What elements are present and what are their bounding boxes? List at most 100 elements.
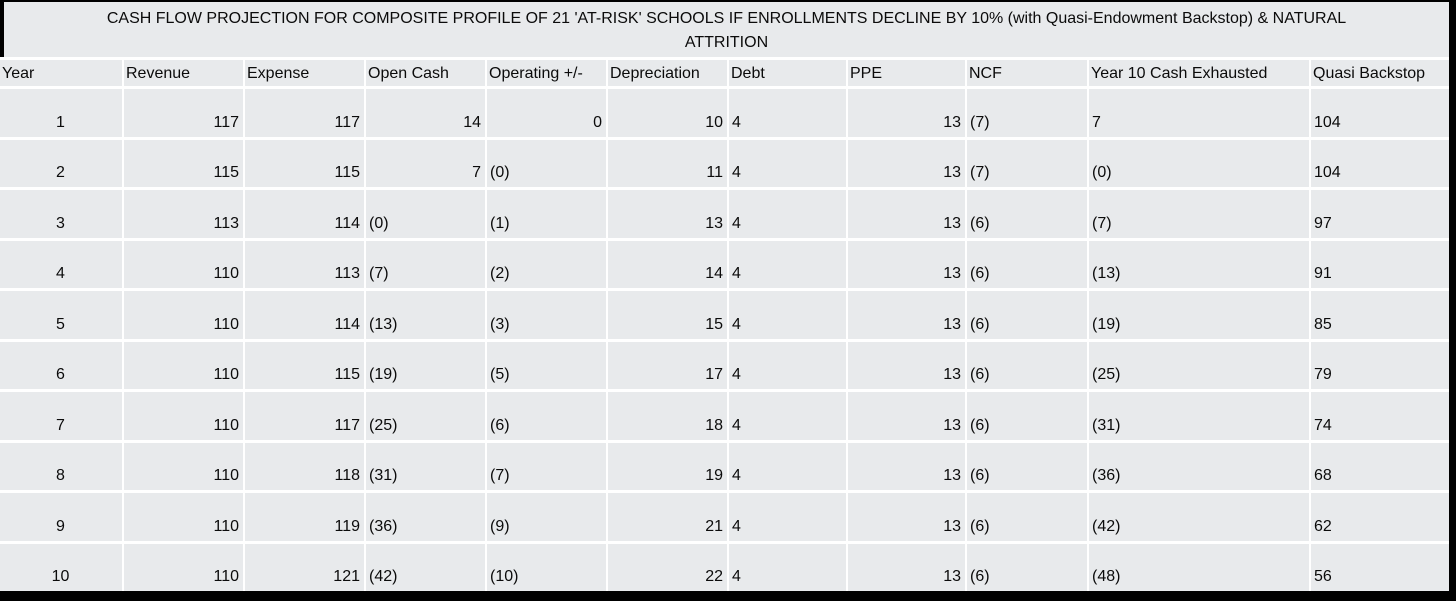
cell-open-cash-y10: (42) [366,543,485,591]
cell-quasi-backstop-y7: 74 [1311,392,1449,440]
column-header-expense: Expense [245,60,364,86]
table-row-year-3: 3 113 114 (0) (1) 13 4 13 (6) (7) 97 [0,190,1449,238]
cell-quasi-backstop-y5: 85 [1311,291,1449,339]
cell-expense-y8: 118 [245,442,364,490]
cell-quasi-backstop-y3: 97 [1311,190,1449,238]
cell-ncf-y4: (6) [967,240,1087,288]
cell-revenue-y4: 110 [124,240,243,288]
cell-year-10-cash-exhausted-y1: 7 [1089,89,1309,137]
cell-year-10-cash-exhausted-y7: (31) [1089,392,1309,440]
cell-depreciation-y5: 15 [608,291,727,339]
column-header-quasi-backstop: Quasi Backstop [1311,60,1449,86]
cell-expense-y6: 115 [245,341,364,389]
cell-revenue-y8: 110 [124,442,243,490]
cell-quasi-backstop-y8: 68 [1311,442,1449,490]
cell-debt-y9: 4 [729,493,846,541]
cell-year-10-cash-exhausted-y3: (7) [1089,190,1309,238]
cell-revenue-y1: 117 [124,89,243,137]
cell-year-y9: 9 [0,493,122,541]
cell-operating-y8: (7) [487,442,606,490]
cell-expense-y7: 117 [245,392,364,440]
cell-operating-y3: (1) [487,190,606,238]
cell-year-10-cash-exhausted-y5: (19) [1089,291,1309,339]
cell-revenue-y9: 110 [124,493,243,541]
table-row-year-1: 1 117 117 14 0 10 4 13 (7) 7 104 [0,89,1449,137]
cell-ncf-y8: (6) [967,442,1087,490]
cell-ppe-y9: 13 [848,493,965,541]
column-header-year: Year [0,60,122,86]
cell-ppe-y2: 13 [848,139,965,187]
column-header-operating: Operating +/- [487,60,606,86]
cell-debt-y5: 4 [729,291,846,339]
cell-ncf-y3: (6) [967,190,1087,238]
cell-year-y8: 8 [0,442,122,490]
cell-year-y7: 7 [0,392,122,440]
cell-revenue-y10: 110 [124,543,243,591]
column-header-open-cash: Open Cash [366,60,485,86]
cell-expense-y9: 119 [245,493,364,541]
table-row-year-8: 8 110 118 (31) (7) 19 4 13 (6) (36) 68 [0,442,1449,490]
cell-debt-y1: 4 [729,89,846,137]
column-header-ncf: NCF [967,60,1087,86]
cell-expense-y2: 115 [245,139,364,187]
cell-ppe-y4: 13 [848,240,965,288]
cell-ncf-y2: (7) [967,139,1087,187]
column-header-ppe: PPE [848,60,965,86]
cell-year-y1: 1 [0,89,122,137]
cell-depreciation-y4: 14 [608,240,727,288]
cell-year-10-cash-exhausted-y8: (36) [1089,442,1309,490]
cell-ppe-y3: 13 [848,190,965,238]
cell-expense-y10: 121 [245,543,364,591]
cell-depreciation-y8: 19 [608,442,727,490]
cell-year-10-cash-exhausted-y2: (0) [1089,139,1309,187]
cell-quasi-backstop-y1: 104 [1311,89,1449,137]
cell-year-y3: 3 [0,190,122,238]
cell-ncf-y9: (6) [967,493,1087,541]
cell-ppe-y10: 13 [848,543,965,591]
cell-debt-y10: 4 [729,543,846,591]
cell-expense-y1: 117 [245,89,364,137]
cell-depreciation-y2: 11 [608,139,727,187]
column-header-debt: Debt [729,60,846,86]
title-line-1: CASH FLOW PROJECTION FOR COMPOSITE PROFI… [106,9,1347,27]
cell-quasi-backstop-y9: 62 [1311,493,1449,541]
cell-ppe-y5: 13 [848,291,965,339]
cell-operating-y7: (6) [487,392,606,440]
cell-quasi-backstop-y6: 79 [1311,341,1449,389]
cell-depreciation-y1: 10 [608,89,727,137]
cell-year-y5: 5 [0,291,122,339]
cell-debt-y4: 4 [729,240,846,288]
cell-operating-y6: (5) [487,341,606,389]
cell-open-cash-y7: (25) [366,392,485,440]
cell-operating-y9: (9) [487,493,606,541]
table-row-year-10: 10 110 121 (42) (10) 22 4 13 (6) (48) 56 [0,543,1449,591]
cell-expense-y5: 114 [245,291,364,339]
cell-quasi-backstop-y2: 104 [1311,139,1449,187]
cell-ncf-y7: (6) [967,392,1087,440]
table-title: CASH FLOW PROJECTION FOR COMPOSITE PROFI… [4,2,1449,57]
cell-debt-y7: 4 [729,392,846,440]
title-row: CASH FLOW PROJECTION FOR COMPOSITE PROFI… [0,2,1449,57]
cell-ncf-y1: (7) [967,89,1087,137]
column-header-revenue: Revenue [124,60,243,86]
cell-ncf-y10: (6) [967,543,1087,591]
cell-year-y10: 10 [0,543,122,591]
cell-depreciation-y6: 17 [608,341,727,389]
cell-ppe-y8: 13 [848,442,965,490]
cell-ppe-y7: 13 [848,392,965,440]
title-left-notch [0,2,4,57]
cell-depreciation-y7: 18 [608,392,727,440]
cell-operating-y1: 0 [487,89,606,137]
cell-year-10-cash-exhausted-y4: (13) [1089,240,1309,288]
cell-open-cash-y8: (31) [366,442,485,490]
cell-quasi-backstop-y10: 56 [1311,543,1449,591]
cell-revenue-y3: 113 [124,190,243,238]
table-body: 1 117 117 14 0 10 4 13 (7) 7 104 2 115 115 7 (0) 11 4 13 (7… [0,89,1449,591]
cell-open-cash-y1: 14 [366,89,485,137]
cell-revenue-y5: 110 [124,291,243,339]
cell-debt-y6: 4 [729,341,846,389]
cell-depreciation-y9: 21 [608,493,727,541]
cell-year-10-cash-exhausted-y10: (48) [1089,543,1309,591]
cell-revenue-y2: 115 [124,139,243,187]
